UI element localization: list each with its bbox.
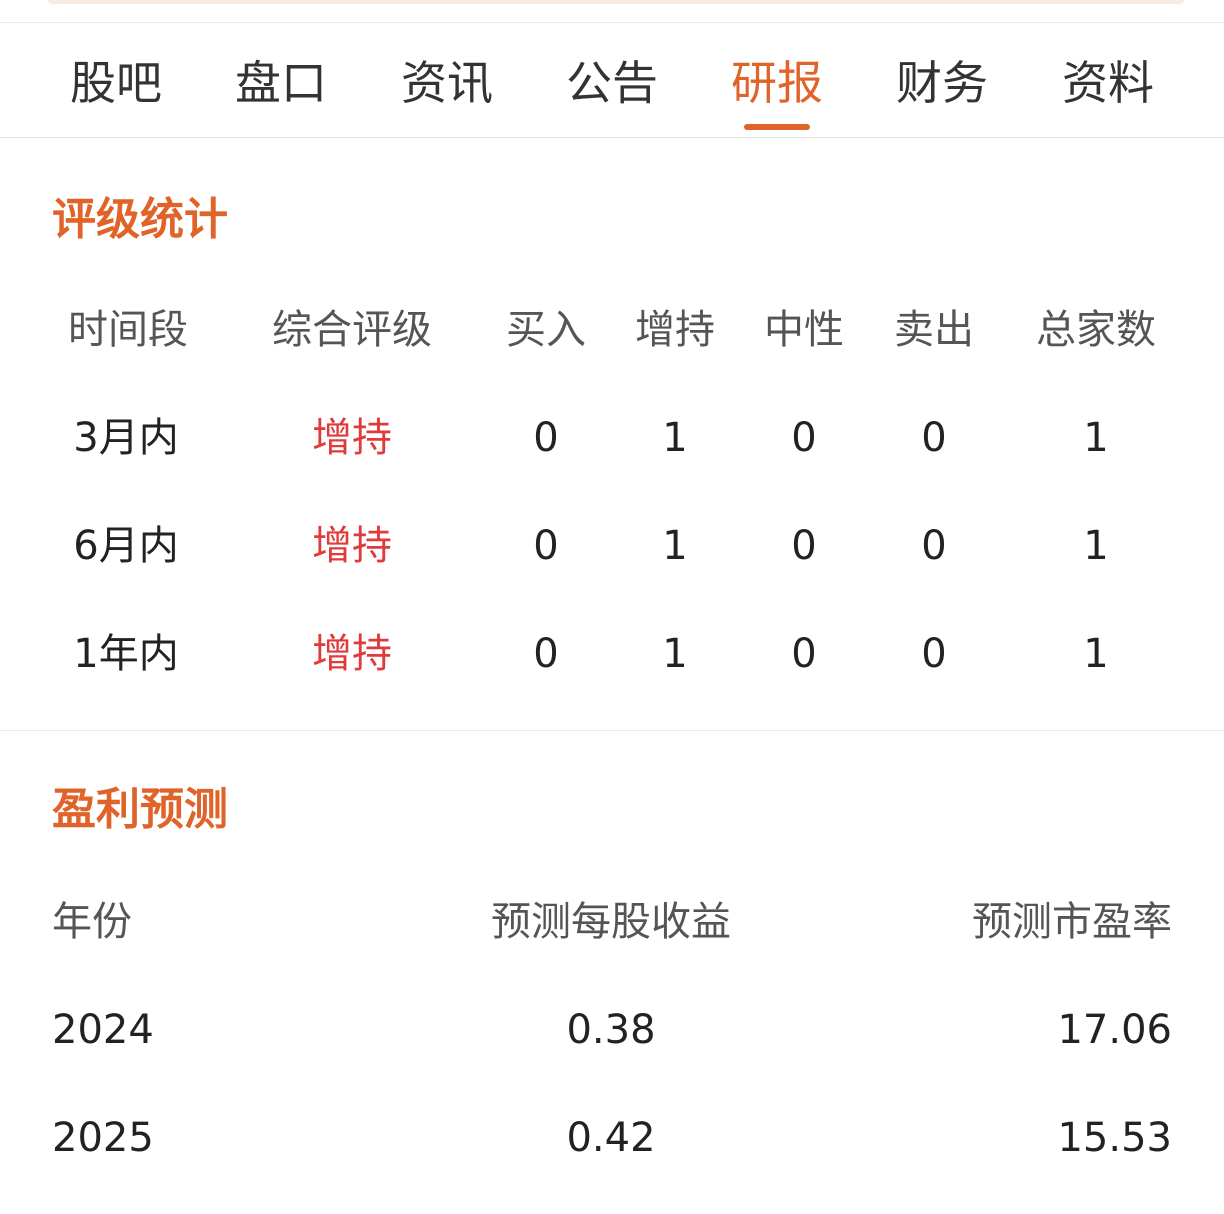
header-neutral: 中性 xyxy=(764,307,844,353)
rating-row-period: 1年内 xyxy=(73,631,179,677)
rating-row-sell: 0 xyxy=(921,631,947,677)
header-overweight: 增持 xyxy=(635,307,715,353)
tab-pankou[interactable]: 盘口 xyxy=(235,56,327,110)
rating-stats-title: 评级统计 xyxy=(52,194,228,245)
rating-row-buy: 0 xyxy=(533,523,559,569)
rating-row-neutral: 0 xyxy=(791,631,817,677)
top-card-edge xyxy=(48,0,1184,4)
rating-row-overweight: 1 xyxy=(662,415,688,461)
header-overall-rating: 综合评级 xyxy=(272,307,432,353)
section-divider xyxy=(0,730,1224,731)
rating-row-total: 1 xyxy=(1083,523,1109,569)
rating-row-buy: 0 xyxy=(533,415,559,461)
forecast-row-eps: 0.38 xyxy=(566,1007,656,1053)
header-sell: 卖出 xyxy=(894,307,974,353)
tab-research[interactable]: 研报 xyxy=(731,56,823,110)
rating-row-total: 1 xyxy=(1083,631,1109,677)
tab-profile[interactable]: 资料 xyxy=(1062,56,1154,110)
rating-row-overweight: 1 xyxy=(662,631,688,677)
rating-row-period: 3月内 xyxy=(73,415,179,461)
rating-row-sell: 0 xyxy=(921,523,947,569)
rating-row-rating: 增持 xyxy=(312,523,392,569)
forecast-row-pe: 15.53 xyxy=(1057,1115,1172,1161)
forecast-row-year: 2025 xyxy=(52,1115,154,1161)
rating-row-total: 1 xyxy=(1083,415,1109,461)
header-eps: 预测每股收益 xyxy=(491,899,731,945)
header-year: 年份 xyxy=(52,899,132,945)
header-period: 时间段 xyxy=(68,307,188,353)
header-pe: 预测市盈率 xyxy=(972,899,1172,945)
rating-row-overweight: 1 xyxy=(662,523,688,569)
active-tab-indicator xyxy=(744,124,810,130)
tab-finance[interactable]: 财务 xyxy=(896,56,988,110)
header-total: 总家数 xyxy=(1036,307,1156,353)
rating-row-rating: 增持 xyxy=(312,631,392,677)
tab-news[interactable]: 资讯 xyxy=(401,56,493,110)
tab-guba[interactable]: 股吧 xyxy=(70,56,162,110)
tab-announcements[interactable]: 公告 xyxy=(566,56,658,110)
earnings-forecast-title: 盈利预测 xyxy=(52,784,228,835)
header-buy: 买入 xyxy=(506,307,586,353)
rating-row-neutral: 0 xyxy=(791,523,817,569)
tab-bar: 股吧 盘口 资讯 公告 研报 财务 资料 xyxy=(0,22,1224,138)
forecast-row-year: 2024 xyxy=(52,1007,154,1053)
rating-row-rating: 增持 xyxy=(312,415,392,461)
forecast-row-pe: 17.06 xyxy=(1057,1007,1172,1053)
rating-row-neutral: 0 xyxy=(791,415,817,461)
forecast-row-eps: 0.42 xyxy=(566,1115,656,1161)
rating-row-buy: 0 xyxy=(533,631,559,677)
rating-row-sell: 0 xyxy=(921,415,947,461)
rating-row-period: 6月内 xyxy=(73,523,179,569)
